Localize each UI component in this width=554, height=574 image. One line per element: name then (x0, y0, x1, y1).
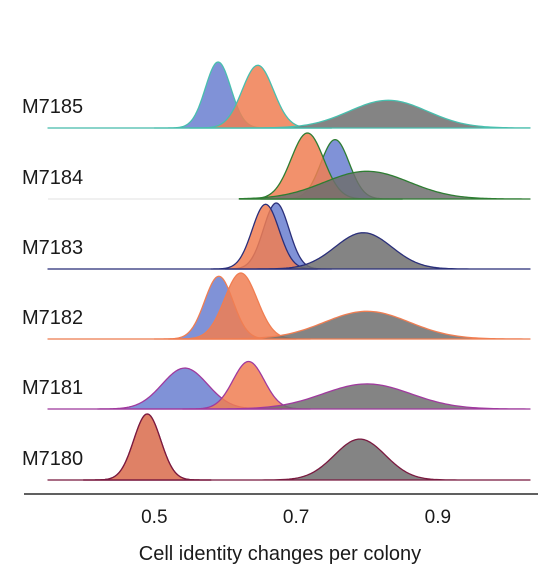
x-axis-title: Cell identity changes per colony (139, 543, 421, 565)
gray-density (47, 232, 531, 270)
x-tick-label: 0.7 (283, 507, 309, 528)
ridge-m7184 (48, 132, 531, 200)
ridge-m7181 (47, 360, 531, 410)
orange-density (167, 272, 311, 340)
gray-density (238, 170, 531, 200)
x-ticks-group: 0.5 0.7 0.9 (141, 507, 451, 528)
gray-density (47, 99, 531, 129)
row-label-m7182: M7182 (22, 307, 83, 329)
x-tick-label: 0.9 (425, 507, 451, 528)
row-label-m7181: M7181 (22, 377, 83, 399)
row-label-m7184: M7184 (22, 167, 83, 189)
x-tick-label: 0.5 (141, 507, 167, 528)
row-label-m7183: M7183 (22, 237, 83, 259)
gray-density (47, 310, 531, 340)
ridge-m7182 (47, 272, 531, 340)
gray-density (47, 438, 531, 481)
ridges-group (47, 61, 531, 481)
row-labels-group: M7185 M7184 M7183 M7182 M7181 M7180 (22, 96, 83, 470)
row-label-m7180: M7180 (22, 448, 83, 470)
gray-density (47, 383, 531, 410)
ridge-m7183 (47, 202, 531, 270)
row-label-m7185: M7185 (22, 96, 83, 118)
ridge-m7185 (47, 61, 531, 129)
ridge-m7180 (47, 413, 531, 481)
orange-density (82, 413, 212, 481)
